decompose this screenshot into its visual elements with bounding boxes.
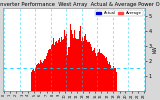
- Bar: [79, 31, 80, 91]
- Bar: [38, 63, 39, 91]
- Title: Solar PV/Inverter Performance  West Array  Actual & Average Power Output: Solar PV/Inverter Performance West Array…: [0, 2, 160, 7]
- Bar: [114, 67, 115, 91]
- Bar: [33, 68, 34, 91]
- Bar: [107, 61, 108, 91]
- Bar: [37, 64, 38, 91]
- Bar: [101, 53, 102, 91]
- Bar: [31, 72, 32, 91]
- Legend: Actual, Average: Actual, Average: [95, 10, 143, 16]
- Bar: [108, 64, 109, 91]
- Bar: [71, 30, 72, 91]
- Y-axis label: kW: kW: [153, 46, 158, 53]
- Bar: [75, 38, 76, 91]
- Bar: [78, 39, 79, 91]
- Bar: [82, 37, 83, 91]
- Bar: [66, 34, 67, 91]
- Bar: [61, 37, 62, 91]
- Bar: [89, 42, 90, 91]
- Bar: [56, 47, 57, 91]
- Bar: [103, 55, 104, 91]
- Bar: [63, 39, 64, 91]
- Bar: [115, 67, 116, 91]
- Bar: [48, 50, 49, 91]
- Bar: [111, 68, 112, 91]
- Bar: [102, 54, 103, 91]
- Bar: [96, 56, 97, 91]
- Bar: [65, 36, 66, 91]
- Bar: [67, 55, 68, 91]
- Bar: [47, 53, 48, 91]
- Bar: [42, 63, 43, 91]
- Bar: [85, 34, 86, 91]
- Bar: [99, 49, 100, 91]
- Bar: [116, 72, 117, 91]
- Bar: [57, 43, 58, 91]
- Bar: [94, 48, 95, 91]
- Bar: [105, 58, 106, 91]
- Bar: [58, 44, 59, 91]
- Bar: [98, 52, 99, 91]
- Bar: [92, 50, 93, 91]
- Bar: [81, 41, 82, 91]
- Bar: [64, 30, 65, 91]
- Bar: [54, 45, 55, 91]
- Bar: [69, 47, 70, 91]
- Bar: [106, 57, 107, 91]
- Bar: [91, 47, 92, 91]
- Bar: [90, 44, 91, 91]
- Bar: [50, 49, 51, 91]
- Bar: [88, 42, 89, 91]
- Bar: [39, 64, 40, 91]
- Bar: [104, 56, 105, 91]
- Bar: [74, 30, 75, 91]
- Bar: [51, 45, 52, 91]
- Bar: [53, 38, 54, 91]
- Bar: [68, 47, 69, 91]
- Bar: [95, 53, 96, 91]
- Bar: [80, 26, 81, 91]
- Bar: [36, 64, 37, 91]
- Bar: [70, 24, 71, 91]
- Bar: [77, 39, 78, 91]
- Bar: [32, 70, 33, 91]
- Bar: [44, 59, 45, 91]
- Bar: [112, 70, 113, 91]
- Bar: [49, 49, 50, 91]
- Bar: [34, 71, 35, 91]
- Bar: [40, 60, 41, 91]
- Bar: [52, 44, 53, 91]
- Bar: [60, 42, 61, 91]
- Bar: [55, 42, 56, 91]
- Bar: [41, 62, 42, 91]
- Bar: [35, 68, 36, 91]
- Bar: [110, 65, 111, 91]
- Bar: [87, 42, 88, 91]
- Bar: [83, 41, 84, 91]
- Bar: [45, 59, 46, 91]
- Bar: [43, 61, 44, 91]
- Bar: [59, 39, 60, 91]
- Bar: [113, 66, 114, 91]
- Bar: [72, 34, 73, 91]
- Bar: [84, 36, 85, 91]
- Bar: [76, 40, 77, 91]
- Bar: [100, 53, 101, 91]
- Bar: [109, 62, 110, 91]
- Bar: [62, 40, 63, 91]
- Bar: [97, 53, 98, 91]
- Bar: [73, 38, 74, 91]
- Bar: [46, 56, 47, 91]
- Bar: [86, 40, 87, 91]
- Bar: [93, 50, 94, 91]
